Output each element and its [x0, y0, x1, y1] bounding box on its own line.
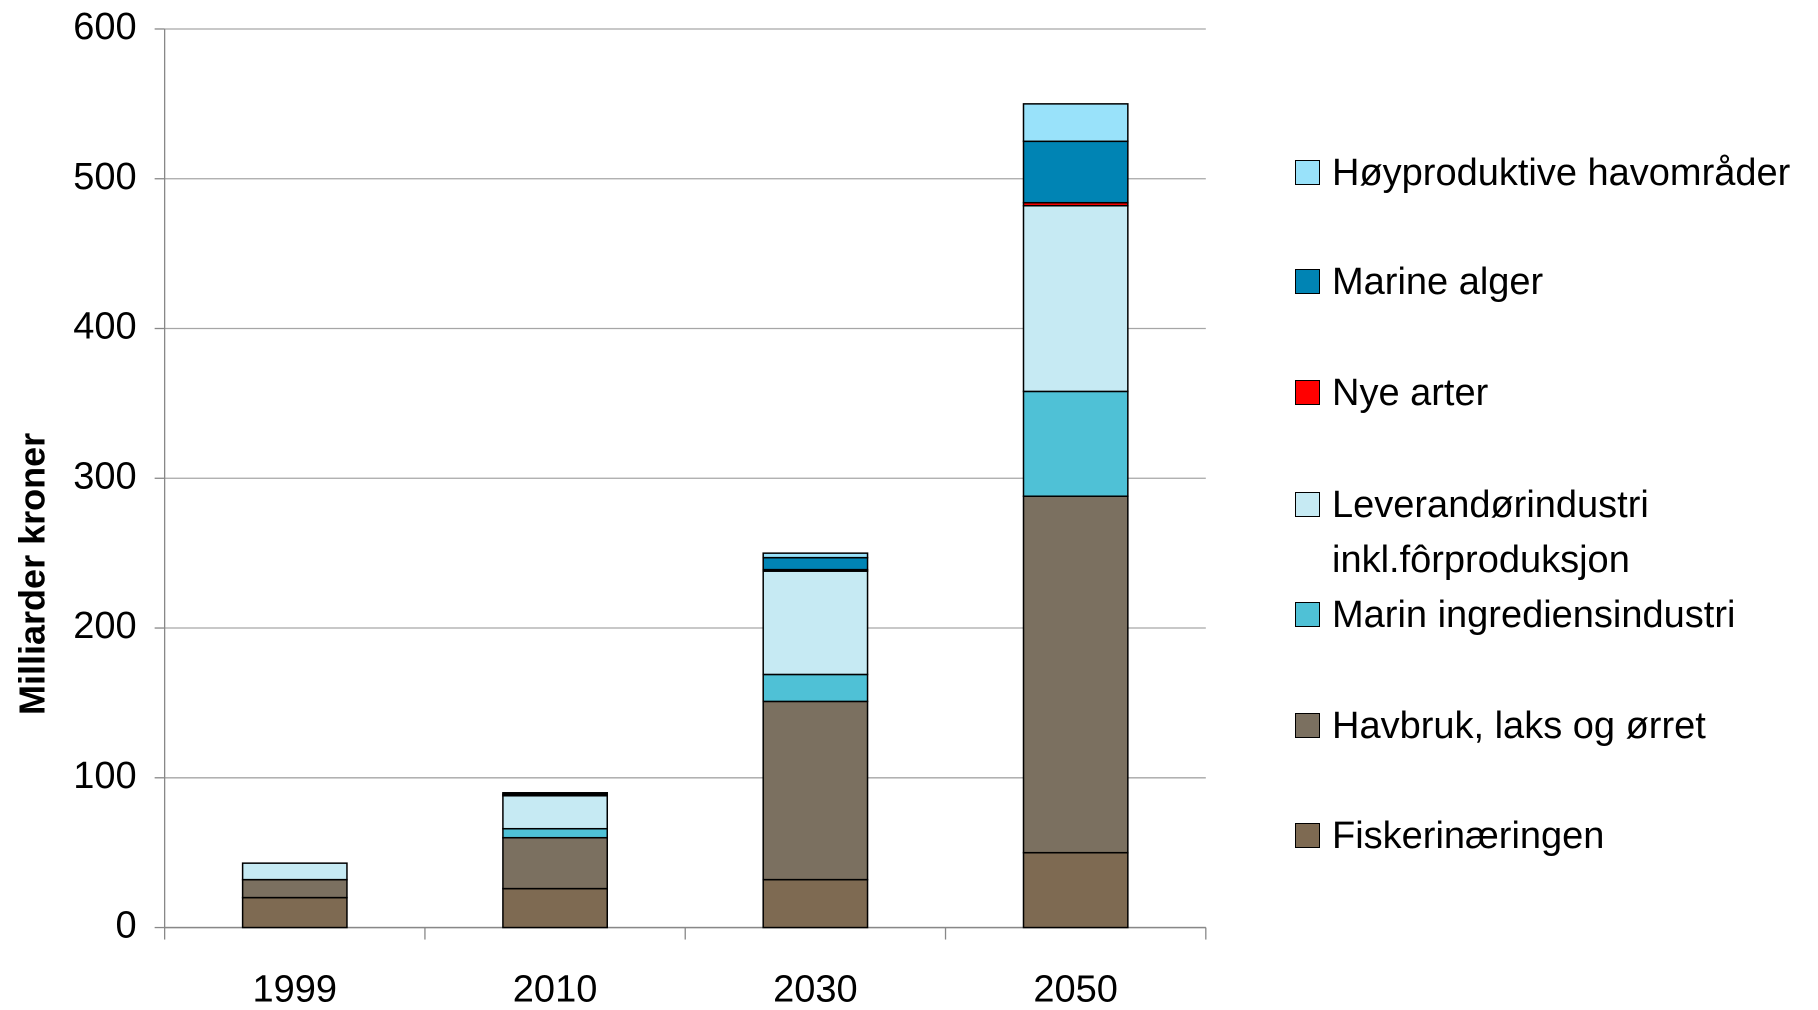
legend-swatch: [1295, 712, 1320, 738]
bar-segment: [241, 878, 348, 899]
legend-swatch: [1295, 601, 1320, 627]
y-tick-label: 300: [73, 455, 136, 497]
bar-segment: [762, 673, 869, 703]
legend-swatch: [1295, 823, 1320, 849]
bar-segment: [1022, 495, 1129, 854]
bar-segment: [762, 878, 869, 929]
bar-segment: [502, 827, 609, 839]
bar-segment: [241, 896, 348, 929]
bar-segment: [1022, 851, 1129, 929]
legend-swatch: [1295, 159, 1320, 185]
legend-entry: Marin ingrediensindustri: [1295, 588, 1815, 643]
bar-segment: [502, 887, 609, 929]
bar-segment: [762, 552, 869, 559]
legend-swatch: [1295, 268, 1320, 294]
legend-entry: Marine alger: [1295, 255, 1815, 310]
legend-swatch: [1295, 380, 1320, 406]
y-tick-label: 400: [73, 306, 136, 348]
x-tick-label: 2050: [1033, 969, 1118, 1010]
legend-label: Nye arter: [1332, 372, 1489, 415]
legend-label: Marin ingrediensindustri: [1332, 593, 1736, 636]
legend-entry: Høyproduktive havområder: [1295, 146, 1815, 201]
legend-entry: Nye arter: [1295, 366, 1815, 421]
bar-segment: [762, 556, 869, 571]
y-tick-label: 600: [73, 6, 136, 48]
legend-label: Høyproduktive havområder: [1332, 151, 1791, 194]
bar-segment: [762, 570, 869, 676]
bar-segment: [1022, 103, 1129, 143]
bar-segment: [1022, 390, 1129, 497]
bar-segment: [502, 792, 609, 796]
y-tick-label: 0: [115, 905, 136, 947]
y-tick-label: 500: [73, 156, 136, 198]
legend-entry: Havbruk, laks og ørret: [1295, 699, 1815, 754]
bar-segment: [241, 862, 348, 881]
legend-swatch: [1295, 491, 1320, 517]
bar-segment: [762, 700, 869, 881]
x-tick-label: 2030: [773, 969, 858, 1010]
legend-entry: Leverandørindustri inkl.fôrproduksjon: [1295, 478, 1815, 588]
y-tick-label: 100: [73, 755, 136, 797]
x-tick-label: 1999: [253, 969, 338, 1010]
legend-label: Fiskerinæringen: [1332, 815, 1605, 858]
bar-segment: [502, 836, 609, 890]
bar-segment: [502, 795, 609, 830]
bar-segment: [1022, 204, 1129, 393]
legend-label: Havbruk, laks og ørret: [1332, 704, 1706, 747]
legend-entry: Fiskerinæringen: [1295, 809, 1815, 864]
y-axis-label: Milliarder kroner: [11, 433, 52, 715]
bar-segment: [1022, 140, 1129, 204]
legend-label: Marine alger: [1332, 260, 1544, 303]
legend-label: Leverandørindustri inkl.fôrproduksjon: [1332, 483, 1649, 581]
x-tick-label: 2010: [513, 969, 598, 1010]
y-tick-label: 200: [73, 605, 136, 647]
